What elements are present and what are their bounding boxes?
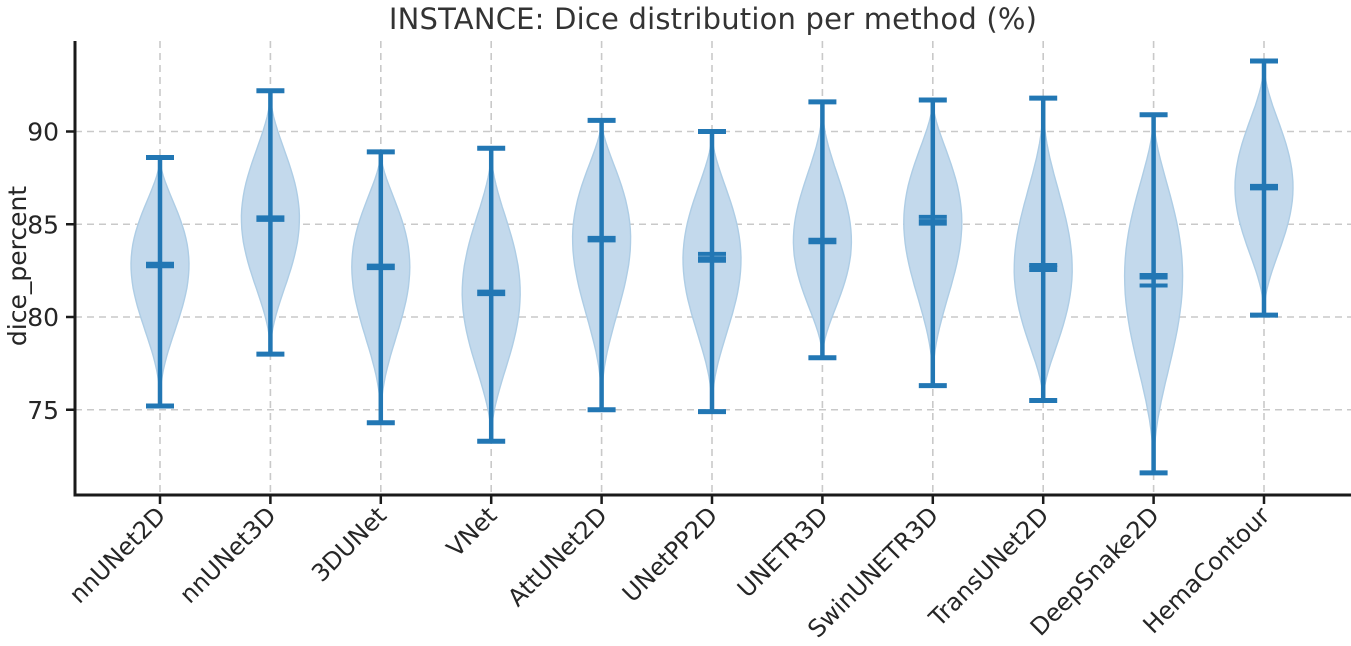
y-tick-label: 85 [27,210,59,239]
x-tick-label: nnUNet2D [64,501,171,608]
chart-title: INSTANCE: Dice distribution per method (… [388,2,1038,36]
x-tick-label: UNETR3D [732,501,834,603]
x-tick-label: 3DUNet [306,501,392,587]
y-tick-label: 90 [27,118,59,147]
y-tick-label: 80 [27,303,59,332]
x-tick-label: VNet [441,501,502,562]
y-tick-label: 75 [27,396,59,425]
x-tick-label: nnUNet3D [174,501,281,608]
x-tick-label: AttUNet2D [502,501,612,611]
x-tick-label: UNetPP2D [617,501,723,607]
y-axis-title: dice_percent [3,186,32,346]
